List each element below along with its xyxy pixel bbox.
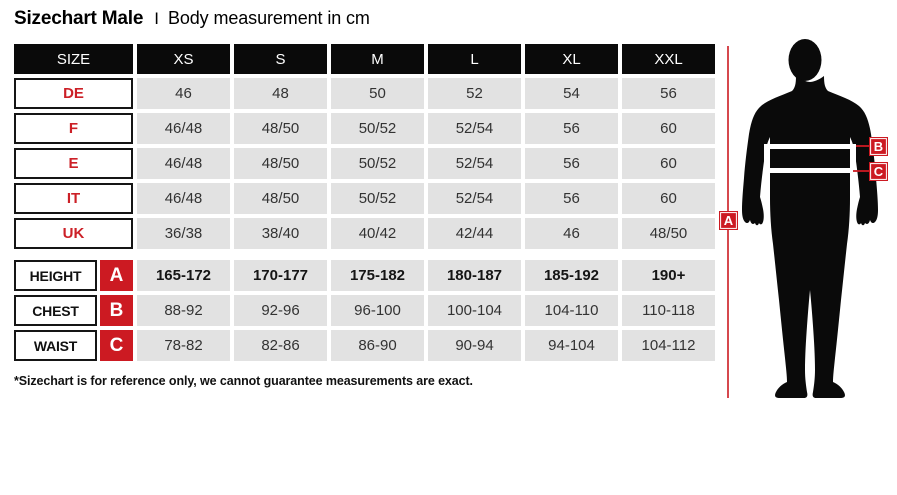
title-main: Sizechart Male — [14, 8, 144, 29]
table-header-row: SIZE XS S M L XL XXL — [14, 44, 718, 74]
cell-de-l: 52 — [428, 78, 521, 109]
cell-de-xxl: 56 — [622, 78, 715, 109]
cell-uk-xl: 46 — [525, 218, 618, 249]
marker-badge-a: A — [100, 260, 133, 291]
header-cell-xxl: XXL — [622, 44, 715, 74]
cell-it-xxl: 60 — [622, 183, 715, 214]
table-row: E 46/48 48/50 50/52 52/54 56 60 — [14, 148, 718, 179]
row-label-de: DE — [14, 78, 133, 109]
cell-e-l: 52/54 — [428, 148, 521, 179]
cell-de-m: 50 — [331, 78, 424, 109]
cell-waist-xs: 78-82 — [137, 330, 230, 361]
header-cell-xl: XL — [525, 44, 618, 74]
title-separator: I — [154, 9, 159, 28]
cell-height-xl: 185-192 — [525, 260, 618, 291]
table-row: CHEST B 88-92 92-96 96-100 100-104 104-1… — [14, 295, 718, 326]
table-row: DE 46 48 50 52 54 56 — [14, 78, 718, 109]
waist-band-c — [767, 168, 853, 173]
cell-de-xs: 46 — [137, 78, 230, 109]
page-title: Sizechart Male I Body measurement in cm — [14, 8, 370, 30]
header-cell-xs: XS — [137, 44, 230, 74]
cell-f-m: 50/52 — [331, 113, 424, 144]
row-label-chest: CHEST B — [14, 295, 133, 326]
cell-chest-l: 100-104 — [428, 295, 521, 326]
cell-waist-l: 90-94 — [428, 330, 521, 361]
cell-waist-xl: 94-104 — [525, 330, 618, 361]
male-silhouette — [742, 39, 878, 398]
measurement-name-waist: WAIST — [14, 330, 97, 361]
cell-f-xs: 46/48 — [137, 113, 230, 144]
cell-e-xl: 56 — [525, 148, 618, 179]
cell-de-xl: 54 — [525, 78, 618, 109]
figure-marker-c: C — [869, 162, 888, 181]
header-cell-l: L — [428, 44, 521, 74]
cell-it-s: 48/50 — [234, 183, 327, 214]
cell-height-l: 180-187 — [428, 260, 521, 291]
cell-chest-xxl: 110-118 — [622, 295, 715, 326]
cell-uk-xxl: 48/50 — [622, 218, 715, 249]
table-row: F 46/48 48/50 50/52 52/54 56 60 — [14, 113, 718, 144]
cell-waist-xxl: 104-112 — [622, 330, 715, 361]
row-label-waist: WAIST C — [14, 330, 133, 361]
marker-badge-c: C — [100, 330, 133, 361]
table-row: IT 46/48 48/50 50/52 52/54 56 60 — [14, 183, 718, 214]
row-label-it: IT — [14, 183, 133, 214]
cell-chest-s: 92-96 — [234, 295, 327, 326]
cell-waist-m: 86-90 — [331, 330, 424, 361]
cell-it-l: 52/54 — [428, 183, 521, 214]
svg-text:B: B — [874, 139, 883, 154]
table-row: UK 36/38 38/40 40/42 42/44 46 48/50 — [14, 218, 718, 249]
cell-de-s: 48 — [234, 78, 327, 109]
cell-chest-xl: 104-110 — [525, 295, 618, 326]
header-cell-s: S — [234, 44, 327, 74]
svg-text:A: A — [724, 213, 734, 228]
row-label-uk: UK — [14, 218, 133, 249]
cell-chest-xs: 88-92 — [137, 295, 230, 326]
figure-marker-a: A — [719, 211, 738, 230]
cell-f-s: 48/50 — [234, 113, 327, 144]
cell-height-xs: 165-172 — [137, 260, 230, 291]
cell-uk-s: 38/40 — [234, 218, 327, 249]
title-subtitle: Body measurement in cm — [167, 8, 370, 28]
cell-e-xxl: 60 — [622, 148, 715, 179]
cell-f-xl: 56 — [525, 113, 618, 144]
cell-e-xs: 46/48 — [137, 148, 230, 179]
cell-height-s: 170-177 — [234, 260, 327, 291]
cell-uk-xs: 36/38 — [137, 218, 230, 249]
measurement-name-chest: CHEST — [14, 295, 97, 326]
cell-it-xl: 56 — [525, 183, 618, 214]
cell-height-xxl: 190+ — [622, 260, 715, 291]
cell-height-m: 175-182 — [331, 260, 424, 291]
table-row: WAIST C 78-82 82-86 86-90 90-94 94-104 1… — [14, 330, 718, 361]
cell-waist-s: 82-86 — [234, 330, 327, 361]
table-row: HEIGHT A 165-172 170-177 175-182 180-187… — [14, 260, 718, 291]
cell-e-s: 48/50 — [234, 148, 327, 179]
chest-band-b — [764, 144, 856, 172]
row-label-e: E — [14, 148, 133, 179]
body-figure-diagram: A B C — [718, 38, 897, 418]
cell-uk-l: 42/44 — [428, 218, 521, 249]
header-cell-size: SIZE — [14, 44, 133, 74]
cell-f-l: 52/54 — [428, 113, 521, 144]
cell-it-m: 50/52 — [331, 183, 424, 214]
row-label-f: F — [14, 113, 133, 144]
row-label-height: HEIGHT A — [14, 260, 133, 291]
cell-it-xs: 46/48 — [137, 183, 230, 214]
disclaimer-text: *Sizechart is for reference only, we can… — [14, 374, 473, 388]
measurement-name-height: HEIGHT — [14, 260, 97, 291]
marker-badge-b: B — [100, 295, 133, 326]
cell-uk-m: 40/42 — [331, 218, 424, 249]
sizechart-table: SIZE XS S M L XL XXL DE 46 48 50 52 54 5… — [14, 44, 718, 365]
header-cell-m: M — [331, 44, 424, 74]
cell-f-xxl: 60 — [622, 113, 715, 144]
figure-marker-b: B — [869, 137, 888, 156]
cell-chest-m: 96-100 — [331, 295, 424, 326]
svg-text:C: C — [874, 164, 884, 179]
cell-e-m: 50/52 — [331, 148, 424, 179]
